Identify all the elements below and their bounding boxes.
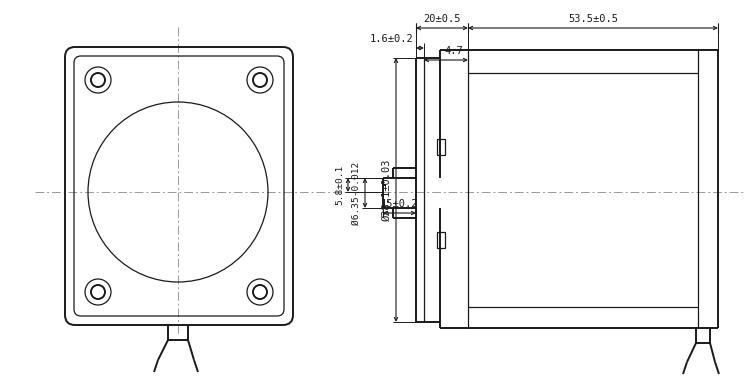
Bar <box>437 139 445 155</box>
Text: 15±0.2: 15±0.2 <box>381 199 418 209</box>
Text: 1.6±0.2: 1.6±0.2 <box>369 34 413 44</box>
Text: 53.5±0.5: 53.5±0.5 <box>568 14 618 24</box>
Text: Ø6.35-0.012: Ø6.35-0.012 <box>352 161 361 224</box>
Text: Ø38.1±0.03: Ø38.1±0.03 <box>382 159 392 221</box>
Text: 20±0.5: 20±0.5 <box>423 14 461 24</box>
Bar <box>437 232 445 248</box>
Text: 4.7: 4.7 <box>444 46 463 56</box>
Text: 5.8±0.1: 5.8±0.1 <box>335 165 344 205</box>
